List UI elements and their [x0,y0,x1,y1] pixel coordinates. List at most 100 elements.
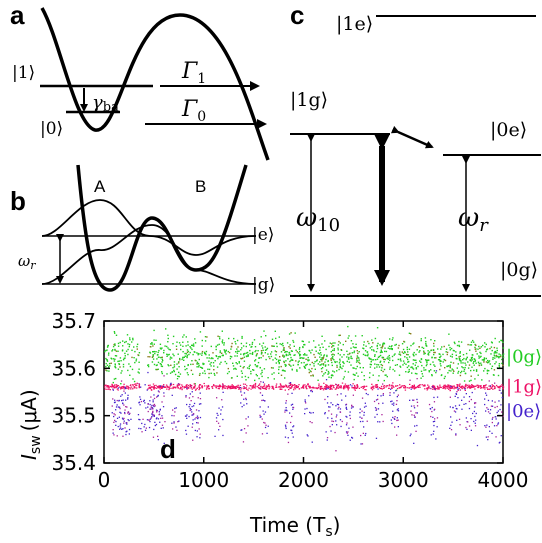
data-point [363,344,365,346]
data-point [382,387,385,389]
data-point [112,432,114,434]
data-point [305,402,307,404]
data-point [187,386,190,388]
data-point [264,388,266,390]
data-point [149,346,152,348]
data-point [495,384,498,387]
data-point [282,345,284,347]
data-point [346,416,348,418]
data-point [110,362,112,364]
data-point [279,388,281,390]
data-point [308,341,310,343]
data-point [124,412,126,415]
data-point [296,351,298,353]
data-point [317,387,319,389]
data-point [113,434,115,436]
data-point [229,355,232,358]
data-point [260,381,262,383]
data-point [473,410,475,413]
data-point [451,356,453,358]
data-point [372,386,374,388]
data-point [335,384,337,386]
data-point [287,358,289,360]
data-point [151,343,153,345]
data-point [321,358,323,360]
data-point [220,409,222,411]
data-point [312,375,314,377]
data-point [128,428,131,431]
data-point [331,417,333,420]
data-point [363,379,366,381]
data-point [132,384,134,386]
data-point [259,392,262,394]
data-point [418,385,420,387]
data-point [176,341,178,343]
data-point [336,370,338,372]
data-point [374,407,377,409]
data-point [404,389,407,391]
data-point [122,345,124,347]
data-point [461,388,463,390]
data-point [463,357,465,360]
data-point [123,388,125,390]
data-point [273,345,275,347]
data-point [440,360,442,362]
data-point [335,420,337,422]
data-point [415,368,418,370]
data-point [487,388,489,390]
data-point [128,343,131,346]
data-point [153,350,156,353]
data-point [452,362,455,364]
data-point [499,387,501,389]
data-point [341,420,343,423]
data-point [396,364,398,366]
data-point [224,385,226,387]
data-point [331,357,333,359]
data-point [113,385,115,387]
data-point [494,387,496,389]
data-point [155,351,157,353]
data-point [138,385,140,387]
data-point [496,405,498,408]
data-point [153,415,155,417]
data-point [311,367,313,370]
data-point [242,441,245,443]
data-point [195,409,198,411]
data-point [280,388,282,390]
data-point [487,362,489,364]
data-point [468,425,471,427]
data-point [363,386,365,389]
data-point [499,385,502,387]
data-point [163,442,165,444]
data-point [297,364,299,366]
data-point [168,353,170,356]
data-point [460,362,462,364]
data-point [465,352,468,355]
data-point [236,352,239,354]
data-point [486,369,489,371]
data-point [275,385,277,387]
data-point [168,365,170,367]
data-point [502,364,504,366]
data-point [281,385,284,387]
data-point [330,384,332,386]
data-point [206,386,209,388]
data-point [290,356,292,359]
data-point [391,355,394,358]
data-point [120,387,122,389]
data-point [432,386,434,388]
data-point [127,387,129,389]
data-point [147,371,149,374]
data-point [330,402,332,404]
data-point [109,389,111,391]
data-point [399,351,401,353]
data-point [451,387,454,389]
data-point [410,366,412,369]
data-point [128,419,130,422]
data-point [486,387,488,389]
data-point [374,416,376,418]
data-point [230,346,233,348]
data-point [402,348,405,351]
data-point [474,343,476,346]
data-point [388,354,390,357]
